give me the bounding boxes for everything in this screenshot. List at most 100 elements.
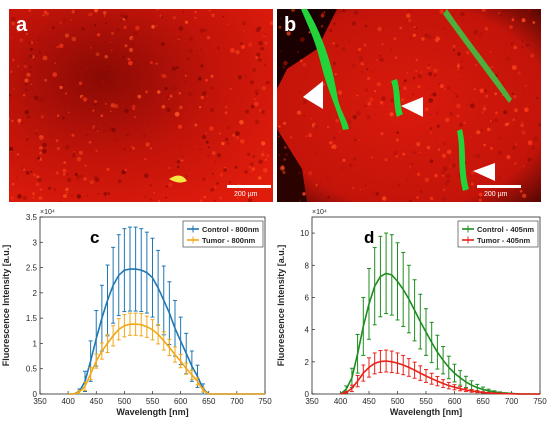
- texture-dot: [351, 21, 356, 26]
- texture-dot: [137, 94, 142, 99]
- texture-dot: [244, 75, 247, 77]
- texture-dot: [152, 87, 156, 91]
- texture-dot: [299, 200, 301, 202]
- texture-dot: [474, 88, 476, 91]
- x-tick-label: 500: [391, 397, 405, 406]
- texture-dot: [476, 130, 481, 135]
- texture-dot: [334, 73, 337, 76]
- texture-dot: [255, 119, 260, 124]
- texture-dot: [116, 28, 120, 31]
- texture-dot: [196, 55, 199, 58]
- texture-dot: [412, 168, 415, 171]
- texture-dot: [442, 141, 447, 146]
- texture-dot: [101, 79, 106, 84]
- texture-dot: [437, 148, 441, 151]
- texture-dot: [360, 62, 365, 66]
- texture-dot: [532, 21, 536, 24]
- texture-dot: [122, 55, 125, 58]
- texture-dot: [63, 194, 67, 198]
- texture-dot: [15, 177, 18, 180]
- texture-dot: [11, 182, 15, 186]
- texture-dot: [452, 44, 456, 49]
- texture-dot: [71, 36, 77, 42]
- texture-dot: [189, 132, 191, 134]
- texture-dot: [207, 146, 210, 149]
- texture-dot: [429, 159, 434, 164]
- texture-dot: [9, 94, 12, 97]
- texture-dot: [417, 85, 421, 89]
- texture-dot: [211, 151, 216, 155]
- texture-dot: [103, 15, 106, 17]
- texture-dot: [381, 43, 384, 46]
- texture-dot: [483, 105, 486, 107]
- texture-dot: [212, 172, 214, 175]
- texture-dot: [279, 17, 282, 20]
- texture-dot: [356, 52, 359, 55]
- texture-dot: [16, 29, 20, 33]
- texture-dot: [33, 173, 36, 177]
- texture-dot: [445, 174, 451, 179]
- texture-dot: [456, 64, 460, 68]
- texture-dot: [356, 9, 360, 12]
- texture-dot: [103, 192, 108, 196]
- texture-dot: [9, 146, 14, 152]
- texture-dot: [302, 99, 307, 104]
- texture-dot: [145, 90, 149, 94]
- texture-dot: [434, 173, 438, 178]
- texture-dot: [184, 20, 189, 24]
- texture-dot: [409, 166, 411, 168]
- texture-dot: [41, 148, 47, 154]
- texture-dot: [296, 110, 302, 115]
- legend: Control - 405nm Tumor - 405nm: [457, 220, 539, 248]
- texture-dot: [130, 43, 136, 48]
- texture-dot: [366, 68, 369, 71]
- texture-dot: [81, 42, 84, 45]
- texture-dot: [261, 150, 264, 153]
- texture-dot: [149, 147, 153, 150]
- texture-dot: [11, 156, 14, 159]
- texture-dot: [49, 135, 52, 137]
- texture-dot: [447, 149, 452, 155]
- texture-dot: [74, 172, 78, 177]
- micrograph-a-image: [9, 9, 273, 202]
- texture-dot: [125, 133, 130, 137]
- texture-dot: [172, 85, 178, 91]
- texture-dot: [329, 28, 333, 33]
- micrograph-b: b 200 µm: [277, 9, 541, 202]
- texture-dot: [247, 152, 251, 156]
- texture-dot: [371, 156, 373, 159]
- texture-dot: [250, 104, 255, 109]
- scale-bar-a: [227, 185, 271, 188]
- texture-dot: [76, 157, 82, 162]
- texture-dot: [356, 111, 361, 116]
- texture-dot: [11, 16, 16, 22]
- texture-dot: [266, 154, 270, 158]
- texture-dot: [67, 177, 72, 183]
- texture-dot: [144, 173, 149, 178]
- texture-dot: [379, 57, 384, 62]
- texture-dot: [514, 108, 518, 112]
- texture-dot: [285, 153, 289, 157]
- texture-dot: [38, 97, 44, 103]
- x-tick-label: 450: [362, 397, 376, 406]
- texture-dot: [59, 85, 63, 90]
- texture-dot: [47, 186, 52, 190]
- texture-dot: [299, 59, 303, 63]
- y-tick-label: 3.5: [26, 213, 38, 222]
- legend-entry: Control - 800nm: [202, 225, 259, 234]
- texture-dot: [224, 111, 228, 115]
- texture-dot: [354, 138, 357, 142]
- texture-dot: [123, 117, 126, 120]
- texture-dot: [199, 106, 202, 109]
- texture-dot: [55, 139, 59, 143]
- texture-dot: [37, 38, 41, 42]
- texture-dot: [521, 130, 526, 135]
- texture-dot: [527, 140, 533, 146]
- texture-dot: [29, 54, 33, 59]
- y-tick-label: 0: [33, 390, 38, 399]
- texture-dot: [264, 41, 268, 45]
- texture-dot: [42, 14, 45, 17]
- texture-dot: [413, 26, 416, 29]
- texture-dot: [390, 98, 394, 103]
- texture-dot: [188, 92, 193, 97]
